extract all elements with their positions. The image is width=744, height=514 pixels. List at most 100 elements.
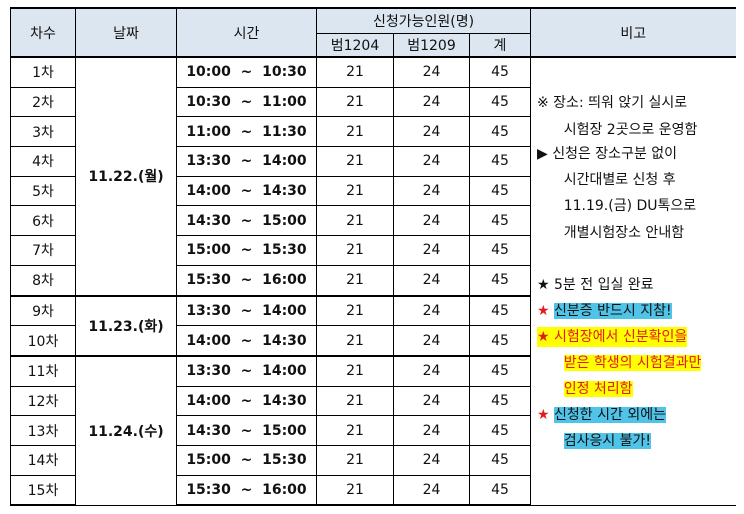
total-count: 45 <box>469 235 531 266</box>
time-cell: 14:00 ~ 14:30 <box>176 175 317 207</box>
star-icon: ★ <box>537 277 550 293</box>
table-row: 5차 14:00 ~ 14:30 21 24 45 <box>10 175 736 207</box>
round-cell: 3차 <box>10 116 76 148</box>
room1-count: 21 <box>316 474 394 507</box>
total-count: 45 <box>469 415 531 446</box>
total-count: 45 <box>469 86 531 118</box>
round-cell: 6차 <box>10 205 76 237</box>
remark-text: 시험장 2곳으로 운영함 <box>563 122 698 138</box>
remark-line: ★ 신분증 반드시 지참! <box>537 301 672 321</box>
round-cell: 11차 <box>10 354 76 387</box>
round-cell: 9차 <box>10 294 76 327</box>
time-cell: 14:30 ~ 15:00 <box>176 415 317 446</box>
room2-count: 24 <box>393 264 470 297</box>
room1-count: 21 <box>316 354 394 387</box>
remark-line: ※ 장소: 띄워 앉기 실시로 <box>537 93 687 113</box>
room1-count: 21 <box>316 175 394 207</box>
time-cell: 14:00 ~ 14:30 <box>176 325 317 357</box>
table-row: 4차 13:30 ~ 14:00 21 24 45 <box>10 146 736 177</box>
room1-count: 21 <box>316 415 394 446</box>
room1-count: 21 <box>316 264 394 297</box>
table-row: 3차 11:00 ~ 11:30 21 24 45 <box>10 116 736 148</box>
table-row: 2차 10:30 ~ 11:00 21 24 45 <box>10 86 736 118</box>
total-count: 45 <box>469 116 531 148</box>
total-count: 45 <box>469 474 531 507</box>
header-room1: 범1204 <box>316 33 394 58</box>
room1-count: 21 <box>316 146 394 177</box>
room1-count: 21 <box>316 444 394 476</box>
room2-count: 24 <box>393 235 470 266</box>
time-cell: 10:30 ~ 11:00 <box>176 86 317 118</box>
total-count: 45 <box>469 294 531 327</box>
total-count: 45 <box>469 56 531 88</box>
time-cell: 14:30 ~ 15:00 <box>176 205 317 237</box>
remarks-cell: ※ 장소: 띄워 앉기 실시로 시험장 2곳으로 운영함 ▶ 신청은 장소구분 없… <box>530 56 736 506</box>
round-cell: 8차 <box>10 264 76 297</box>
total-count: 45 <box>469 325 531 357</box>
remark-line: 시험장 2곳으로 운영함 <box>537 120 698 140</box>
room1-count: 21 <box>316 385 394 417</box>
table-row: 1차 11.22.(월) 10:00 ~ 10:30 21 24 45 ※ 장소: 띄… <box>10 56 736 506</box>
total-count: 45 <box>469 146 531 177</box>
remark-line: 받은 학생의 시험결과만 <box>537 353 702 373</box>
time-cell: 15:00 ~ 15:30 <box>176 235 317 266</box>
remark-line: 개별시험장소 안내함 <box>537 223 684 243</box>
round-cell: 15차 <box>10 474 76 507</box>
room2-count: 24 <box>393 175 470 207</box>
remark-line: ★ 신청한 시간 외에는 <box>537 405 666 425</box>
round-cell: 7차 <box>10 235 76 266</box>
remark-text: 시간대별로 신청 후 <box>563 172 676 188</box>
table-row: 13차 14:30 ~ 15:00 21 24 45 <box>10 415 736 446</box>
remark-line: ★ 시험장에서 신분확인을 <box>537 327 688 347</box>
remark-line: ▶ 신청은 장소구분 없이 <box>537 144 677 164</box>
round-cell: 4차 <box>10 146 76 177</box>
total-count: 45 <box>469 205 531 237</box>
remark-line: 검사응시 불가! <box>537 431 652 451</box>
room1-count: 21 <box>316 235 394 266</box>
table-row: 7차 15:00 ~ 15:30 21 24 45 <box>10 235 736 266</box>
round-cell: 13차 <box>10 415 76 446</box>
remark-text: 인정 처리함 <box>563 381 633 397</box>
table-row: 11차 11.24.(수) 13:30 ~ 14:00 21 24 45 <box>10 354 736 506</box>
room2-count: 24 <box>393 385 470 417</box>
remark-text: 5분 전 입실 완료 <box>554 277 654 293</box>
total-count: 45 <box>469 354 531 387</box>
date-cell: 11.24.(수) <box>75 354 177 506</box>
header-date: 날짜 <box>75 7 177 58</box>
table-row: 10차 14:00 ~ 14:30 21 24 45 <box>10 325 736 357</box>
room2-count: 24 <box>393 444 470 476</box>
time-cell: 13:30 ~ 14:00 <box>176 146 317 177</box>
total-count: 45 <box>469 444 531 476</box>
total-count: 45 <box>469 385 531 417</box>
remark-text: 시험장에서 신분확인을 <box>554 329 688 345</box>
header-remarks: 비고 <box>530 7 736 58</box>
header-time: 시간 <box>176 7 317 58</box>
room2-count: 24 <box>393 474 470 507</box>
time-cell: 15:30 ~ 16:00 <box>176 474 317 507</box>
room2-count: 24 <box>393 146 470 177</box>
total-count: 45 <box>469 175 531 207</box>
remark-line: 11.19.(금) DU톡으로 <box>537 196 696 216</box>
room2-count: 24 <box>393 205 470 237</box>
header-capacity: 신청가능인원(명) <box>316 7 531 34</box>
round-cell: 5차 <box>10 175 76 207</box>
time-cell: 15:00 ~ 15:30 <box>176 444 317 476</box>
remark-line: 인정 처리함 <box>537 379 633 399</box>
remark-line: ★ 5분 전 입실 완료 <box>537 275 654 295</box>
table-row: 8차 15:30 ~ 16:00 21 24 45 <box>10 264 736 297</box>
star-icon: ★ <box>537 329 550 345</box>
header-total: 계 <box>469 33 531 58</box>
time-cell: 13:30 ~ 14:00 <box>176 294 317 327</box>
header-room2: 범1209 <box>393 33 470 58</box>
remark-text: 받은 학생의 시험결과만 <box>563 355 702 371</box>
star-icon: ★ <box>537 303 550 319</box>
room1-count: 21 <box>316 294 394 327</box>
table-row: 15차 15:30 ~ 16:00 21 24 45 <box>10 474 736 507</box>
schedule-table: 차수 날짜 시간 신청가능인원(명) 비고 범1204 범1209 계 1차 11… <box>10 7 736 507</box>
date-cell: 11.22.(월) <box>75 56 177 296</box>
room2-count: 24 <box>393 56 470 88</box>
time-cell: 15:30 ~ 16:00 <box>176 264 317 297</box>
round-cell: 10차 <box>10 325 76 357</box>
remark-text: 검사응시 불가! <box>563 433 652 449</box>
round-cell: 1차 <box>10 56 76 88</box>
